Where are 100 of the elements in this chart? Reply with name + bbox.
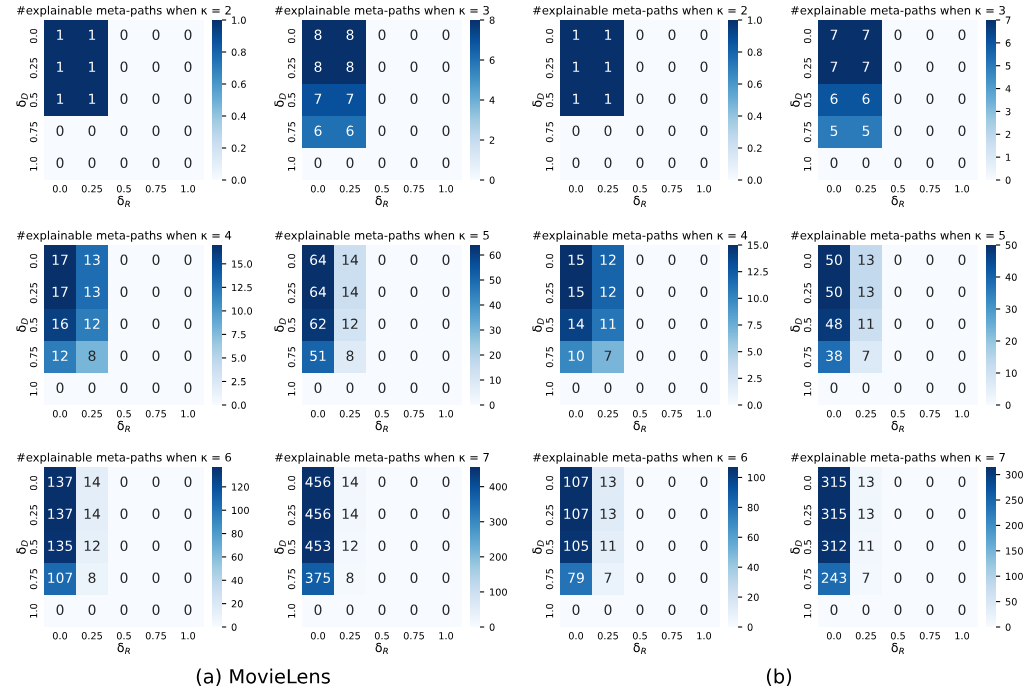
data-label: 0 — [120, 540, 128, 552]
y-tick-label: 0.25 — [545, 505, 554, 526]
color-bar-label: 20 — [489, 351, 501, 359]
x-axis-title: δ$_{R}$ — [633, 420, 646, 433]
data-label: 0 — [700, 476, 708, 488]
data-label: 0 — [184, 254, 192, 266]
data-label: 0 — [700, 572, 708, 584]
x-tick-label: 0.0 — [568, 185, 584, 193]
data-label: 0 — [636, 572, 644, 584]
x-tick-label: 0.25 — [597, 410, 618, 418]
color-bar-label: 40 — [231, 576, 243, 585]
color-bar-label: 0.6 — [231, 80, 246, 88]
x-axis-title: δ$_{R}$ — [375, 195, 388, 208]
data-label: 0 — [700, 286, 708, 298]
data-label: 0 — [410, 125, 418, 137]
data-label: 0 — [958, 318, 966, 330]
data-label: 0 — [410, 572, 418, 584]
x-tick-label: 0.75 — [145, 632, 166, 640]
chart-title: #explainable meta-paths when κ = 4 — [17, 230, 232, 242]
data-label: 0 — [894, 476, 902, 488]
chart-title: #explainable meta-paths when κ = 5 — [275, 230, 489, 242]
x-tick-label: 1.0 — [955, 185, 970, 193]
data-label: 8 — [346, 572, 354, 584]
color-bar-label: 120 — [232, 483, 249, 491]
chart-title: #explainable meta-paths when κ = 3 — [275, 5, 489, 17]
data-label: 0 — [604, 604, 612, 616]
color-bar-label: 5 — [1005, 62, 1011, 70]
data-label: 0 — [894, 540, 902, 552]
data-label: 0 — [410, 604, 418, 616]
data-label: 0 — [958, 508, 966, 520]
y-tick-label: 1.0 — [803, 381, 812, 396]
x-tick-label: 0.25 — [855, 410, 876, 418]
color-bar-label: 40 — [747, 563, 759, 572]
data-label: 0 — [346, 382, 354, 394]
data-label: 315 — [821, 508, 847, 520]
data-label: 0 — [636, 93, 644, 105]
data-label: 12 — [600, 286, 616, 297]
data-label: 0 — [378, 29, 386, 41]
chart-title: #explainable meta-paths when κ = 6 — [17, 452, 232, 464]
data-label: 6 — [830, 93, 838, 105]
x-tick-label: 0.5 — [632, 632, 647, 640]
y-axis-title: δ$_{D}$ — [274, 318, 286, 332]
data-label: 0 — [184, 540, 192, 552]
data-label: 312 — [821, 540, 846, 552]
x-axis-title: δ$_{R}$ — [375, 642, 388, 655]
data-label: 0 — [442, 286, 450, 298]
color-bar-label: 100 — [1006, 572, 1023, 581]
color-bar-label: 7.5 — [747, 321, 762, 329]
data-label: 0 — [700, 350, 708, 362]
color-bar-label: 30 — [489, 326, 501, 334]
data-label: 0 — [894, 572, 902, 584]
data-label: 0 — [120, 572, 128, 584]
data-label: 0 — [184, 382, 192, 394]
chart-title: #explainable meta-paths when κ = 7 — [275, 452, 489, 464]
data-label: 0 — [894, 29, 902, 41]
data-label: 17 — [52, 286, 68, 297]
chart-title: #explainable meta-paths when κ = 3 — [791, 5, 1005, 17]
data-label: 0 — [378, 540, 386, 552]
data-label: 0 — [120, 254, 128, 266]
data-label: 0 — [958, 286, 966, 298]
data-label: 107 — [564, 508, 589, 520]
data-label: 0 — [184, 604, 192, 616]
x-tick-label: 1.0 — [697, 632, 712, 640]
data-label: 14 — [84, 476, 101, 487]
color-bar-label: 0.2 — [231, 144, 246, 152]
y-tick-label: 1.0 — [29, 381, 38, 396]
y-axis-title: δ$_{D}$ — [532, 93, 544, 107]
data-label: 0 — [926, 318, 934, 330]
data-label: 0 — [958, 572, 966, 584]
y-tick-label: 0.75 — [287, 347, 296, 368]
color-bar-label: 200 — [1005, 521, 1023, 530]
data-label: 0 — [378, 125, 386, 137]
data-label: 8 — [346, 350, 354, 362]
x-axis-title: δ$_{R}$ — [117, 420, 130, 433]
data-label: 6 — [862, 93, 870, 105]
y-tick-label: 0.75 — [29, 347, 38, 368]
data-label: 0 — [184, 318, 192, 330]
color-bar-label: 80 — [747, 503, 759, 512]
data-label: 14 — [84, 508, 101, 519]
data-label: 1 — [89, 29, 96, 40]
y-tick-label: 0.5 — [545, 318, 554, 333]
color-bar-label: 0.0 — [231, 176, 246, 184]
data-label: 0 — [152, 254, 160, 266]
y-tick-label: 0.5 — [287, 93, 296, 108]
color-bar-label: 50 — [1005, 598, 1017, 606]
x-tick-label: 0.75 — [661, 632, 682, 640]
x-tick-label: 0.0 — [310, 185, 326, 193]
color-bar-label: 2.5 — [231, 377, 246, 386]
data-label: 0 — [894, 350, 902, 362]
y-tick-label: 0.5 — [545, 93, 554, 108]
data-label: 0 — [152, 93, 160, 105]
x-tick-label: 0.25 — [855, 632, 876, 640]
x-tick-label: 0.25 — [597, 185, 618, 193]
data-label: 0 — [378, 476, 386, 488]
data-label: 0 — [668, 508, 676, 520]
x-tick-label: 0.5 — [116, 632, 131, 640]
y-tick-label: 0.0 — [287, 253, 296, 269]
color-bar-label: 60 — [489, 251, 501, 259]
y-axis-title: δ$_{D}$ — [790, 93, 802, 107]
data-label: 0 — [668, 382, 676, 394]
